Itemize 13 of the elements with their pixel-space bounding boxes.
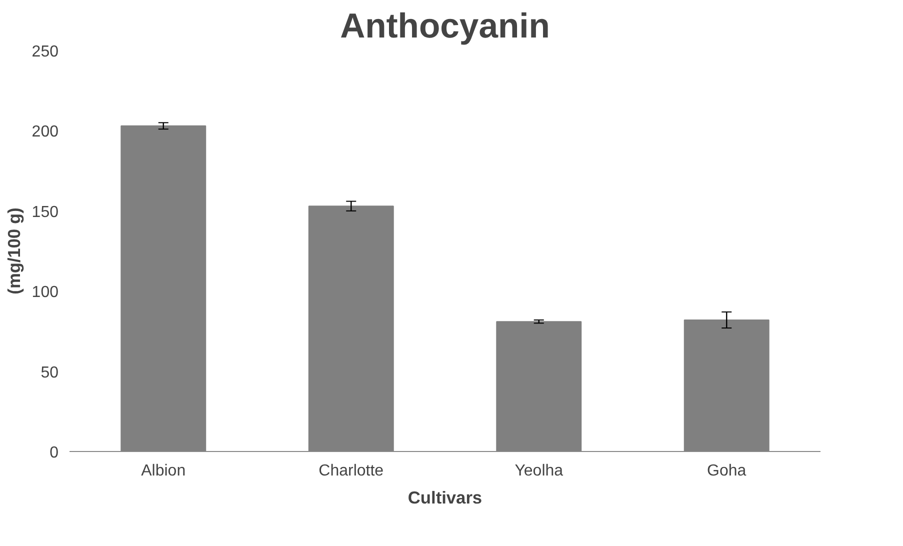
y-tick-label: 250 bbox=[32, 44, 59, 60]
y-tick-label: 50 bbox=[40, 364, 59, 382]
y-tick-label: 0 bbox=[50, 444, 59, 462]
chart-title: Anthocyanin bbox=[340, 8, 550, 46]
y-tick-label: 200 bbox=[32, 124, 59, 141]
y-tick-label: 150 bbox=[32, 204, 59, 221]
x-tick-label: Charlotte bbox=[318, 462, 384, 480]
x-tick-label: Goha bbox=[707, 462, 746, 480]
y-tick-label: 100 bbox=[32, 284, 59, 302]
x-tick-label: Albion bbox=[141, 462, 186, 480]
x-axis-title: Cultivars bbox=[408, 488, 482, 508]
y-axis-title: (mg/100 g) bbox=[4, 208, 24, 294]
x-tick-label: Yeolha bbox=[514, 462, 564, 480]
